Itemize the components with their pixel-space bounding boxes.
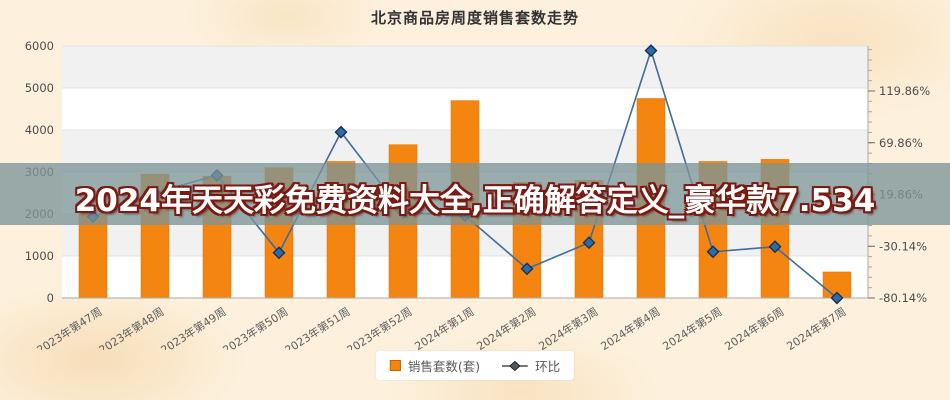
x-axis-label: 2024年第4周	[598, 304, 663, 350]
right-axis-tick-label: 119.86%	[879, 84, 930, 98]
overlay-banner: 2024年天天彩免费资料大全,正确解答定义_豪华款7.534	[0, 163, 950, 225]
line-marker-2024年第2周[interactable]	[520, 262, 534, 276]
x-axis-label: 2023年第50周	[220, 304, 291, 350]
x-axis-label: 2023年第51周	[282, 304, 353, 350]
line-series-marker-icon	[502, 360, 529, 371]
legend-item-label: 环比	[535, 359, 561, 374]
bar-2023年第47周[interactable]	[78, 213, 108, 299]
left-axis-tick-label: 0	[47, 291, 54, 305]
left-axis-tick-label: 5000	[25, 81, 54, 95]
chart-title: 北京商品房周度销售套数走势	[370, 9, 579, 27]
right-axis-tick-label: -30.14%	[879, 239, 927, 253]
x-axis-label: 2024年第5周	[660, 304, 725, 350]
legend-item-ratio[interactable]: 环比	[502, 356, 560, 375]
x-axis: 2023年第47周2023年第48周2023年第49周2023年第50周2023…	[34, 304, 849, 350]
x-axis-label: 2024年第7周	[784, 304, 849, 350]
right-axis-tick-label: -80.14%	[879, 291, 927, 305]
line-marker-2023年第50周[interactable]	[272, 246, 286, 260]
x-axis-label: 2023年第49周	[158, 304, 229, 350]
legend-item-sales[interactable]: 销售套数(套)	[389, 356, 481, 375]
line-marker-2024年第3周[interactable]	[582, 236, 596, 250]
left-axis-tick-label: 6000	[25, 39, 54, 53]
x-axis-label: 2024年第6周	[722, 304, 787, 350]
x-axis-label: 2023年第47周	[34, 304, 105, 350]
left-axis-tick-label: 1000	[25, 249, 54, 263]
x-axis-label: 2023年第48周	[96, 304, 167, 350]
x-axis-label: 2024年第3周	[536, 304, 601, 350]
x-axis-label: 2024年第1周	[412, 304, 477, 350]
left-axis-tick-label: 4000	[25, 123, 54, 137]
plot-stripe	[62, 46, 868, 88]
x-axis-label: 2024年第2周	[474, 304, 539, 350]
legend-item-label: 销售套数(套)	[407, 359, 481, 374]
line-marker-2024年第6周[interactable]	[768, 240, 782, 254]
line-marker-2024年第4周[interactable]	[644, 44, 658, 58]
line-marker-2023年第51周[interactable]	[334, 125, 348, 139]
overlay-banner-text: 2024年天天彩免费资料大全,正确解答定义_豪华款7.534	[74, 182, 876, 219]
line-marker-2024年第5周[interactable]	[706, 245, 720, 259]
line-marker-2024年第7周[interactable]	[830, 291, 844, 305]
bar-series-swatch-icon	[389, 360, 401, 371]
legend: 销售套数(套) 环比	[375, 351, 575, 380]
x-axis-label: 2023年第52周	[344, 304, 415, 350]
right-axis-tick-label: 69.86%	[879, 136, 923, 150]
